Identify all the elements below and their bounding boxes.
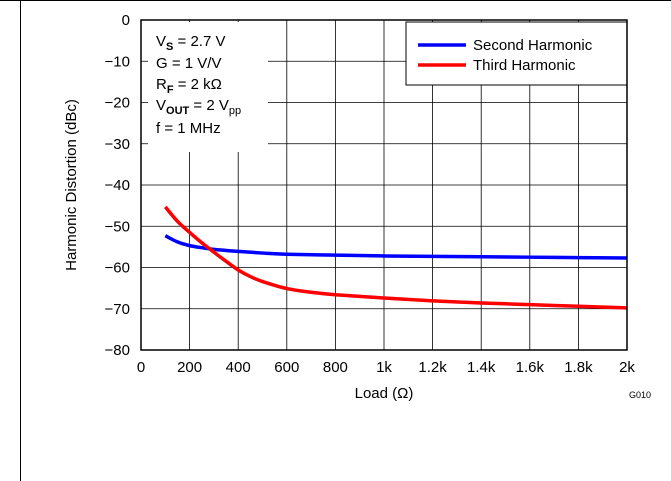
condition-gain: G = 1 V/V: [156, 55, 221, 72]
condition-rf: RF = 2 kΩ: [156, 76, 222, 96]
y-tick-label: −70: [105, 301, 130, 318]
y-tick-label: −80: [105, 342, 130, 359]
legend-label-third-harmonic: Third Harmonic: [473, 57, 576, 74]
x-tick-label: 800: [323, 359, 348, 376]
y-axis-label: Harmonic Distortion (dBc): [63, 99, 80, 271]
y-tick-label: −40: [105, 177, 130, 194]
x-tick-label: 1.4k: [467, 359, 496, 376]
y-tick-label: −50: [105, 218, 130, 235]
series-line-third-harmonic: [163, 205, 628, 310]
conditions-box: VS = 2.7 V G = 1 V/V RF = 2 kΩ VOUT = 2 …: [148, 22, 268, 152]
x-tick-label: 1.6k: [516, 359, 545, 376]
y-tick-label: −60: [105, 260, 130, 277]
y-tick-label: 0: [122, 12, 130, 29]
plot-area-frame: [140, 19, 628, 351]
series-line-second-harmonic: [164, 234, 628, 260]
x-tick-label: 1.8k: [564, 359, 593, 376]
x-axis-label: Load (Ω): [355, 385, 414, 402]
legend-label-second-harmonic: Second Harmonic: [473, 37, 593, 54]
figure-id: G010: [629, 390, 651, 400]
x-tick-label: 1k: [376, 359, 392, 376]
condition-vout: VOUT = 2 Vpp: [156, 97, 241, 117]
y-tick-label: −20: [105, 95, 130, 112]
condition-vs: VS = 2.7 V: [156, 33, 225, 53]
x-tick-label: 2k: [619, 359, 635, 376]
legend: Second Harmonic Third Harmonic: [405, 21, 628, 86]
x-tick-label: 0: [137, 359, 145, 376]
y-tick-label: −30: [105, 136, 130, 153]
x-tick-label: 1.2k: [418, 359, 447, 376]
x-tick-labels: 0 200 400 600 800 1k 1.2k 1.4k 1.6k 1.8k 2k: [137, 359, 636, 376]
y-tick-label: −10: [105, 53, 130, 70]
y-tick-labels: 0 −10 −20 −30 −40 −50 −60 −70 −80: [105, 12, 130, 359]
condition-freq: f = 1 MHz: [156, 120, 221, 137]
series-lines: [163, 205, 628, 310]
x-tick-label: 200: [177, 359, 202, 376]
x-tick-label: 400: [226, 359, 251, 376]
x-tick-label: 600: [274, 359, 299, 376]
